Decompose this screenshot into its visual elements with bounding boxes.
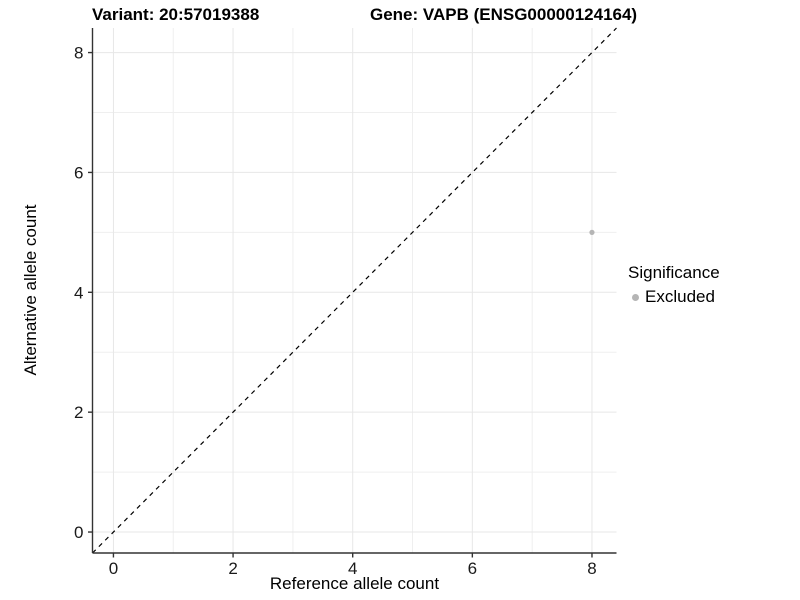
- y-tick-label: 8: [74, 44, 83, 63]
- x-axis-label: Reference allele count: [269, 574, 440, 593]
- y-tick-label: 2: [74, 403, 83, 422]
- legend-item-excluded: Excluded: [628, 287, 720, 307]
- identity-reference-line: [92, 27, 617, 554]
- x-tick-label: 0: [109, 559, 118, 578]
- x-tick-label: 8: [587, 559, 596, 578]
- legend-title: Significance: [628, 263, 720, 282]
- x-tick-label: 4: [348, 559, 357, 578]
- legend-item-label: Excluded: [645, 287, 715, 306]
- y-tick-label: 0: [74, 523, 83, 542]
- x-tick-label: 6: [468, 559, 477, 578]
- y-tick-label: 4: [74, 283, 83, 302]
- y-axis-label: Alternative allele count: [21, 204, 40, 376]
- legend-point-icon: [632, 293, 639, 301]
- plot-title-gene: Gene: VAPB (ENSG00000124164): [370, 5, 638, 24]
- x-tick-label: 2: [228, 559, 237, 578]
- legend: Significance Excluded: [628, 263, 720, 307]
- plot-title-variant: Variant: 20:57019388: [92, 5, 260, 24]
- y-tick-label: 6: [74, 163, 83, 182]
- data-point: [589, 229, 595, 235]
